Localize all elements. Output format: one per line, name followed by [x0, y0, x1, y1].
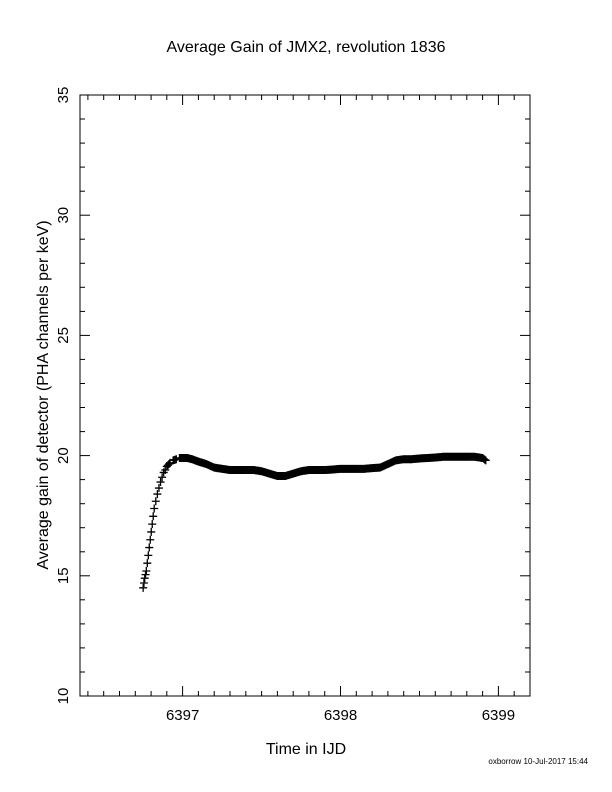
data-point [480, 455, 489, 464]
y-tick-label: 35 [55, 87, 72, 104]
axis-ticks [80, 94, 531, 697]
data-point [158, 473, 167, 482]
data-points [139, 452, 490, 592]
plot-frame [79, 94, 531, 697]
data-point [481, 456, 490, 465]
x-tick-label: 6399 [482, 707, 515, 724]
data-point [148, 520, 157, 529]
y-axis-label: Average gain of detector (PHA channels p… [35, 220, 52, 569]
data-point [149, 512, 158, 521]
chart-title: Average Gain of JMX2, revolution 1836 [167, 39, 446, 56]
y-tick-label: 15 [55, 567, 72, 584]
data-point [153, 490, 162, 499]
footer-stamp: oxborrow 10-Jul-2017 15:44 [488, 757, 588, 766]
data-point [143, 559, 152, 568]
data-point [164, 460, 173, 469]
data-point [139, 583, 148, 592]
data-point [146, 535, 155, 544]
data-point [142, 566, 151, 575]
x-tick-label: 6398 [324, 707, 357, 724]
y-tick-label: 25 [55, 327, 72, 344]
y-tick-label: 30 [55, 207, 72, 224]
data-point [151, 497, 160, 506]
data-point [145, 543, 154, 552]
x-axis-label: Time in IJD [266, 741, 346, 758]
y-tick-label: 20 [55, 447, 72, 464]
x-tick-label: 6397 [166, 707, 199, 724]
data-point [154, 484, 163, 493]
data-point [144, 551, 153, 560]
data-point [141, 570, 150, 579]
data-point [156, 478, 165, 487]
data-point [140, 574, 149, 583]
y-tick-label: 10 [55, 688, 72, 705]
data-point [147, 527, 156, 536]
axis-tick-labels: 6397 6398 6399 10 15 20 25 30 35 [55, 87, 515, 724]
data-point [150, 504, 159, 513]
data-point [139, 579, 148, 588]
data-point [161, 466, 170, 475]
